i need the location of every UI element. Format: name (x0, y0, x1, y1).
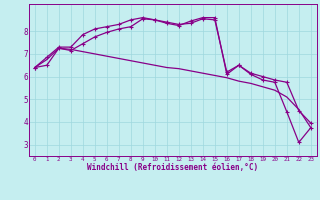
X-axis label: Windchill (Refroidissement éolien,°C): Windchill (Refroidissement éolien,°C) (87, 163, 258, 172)
